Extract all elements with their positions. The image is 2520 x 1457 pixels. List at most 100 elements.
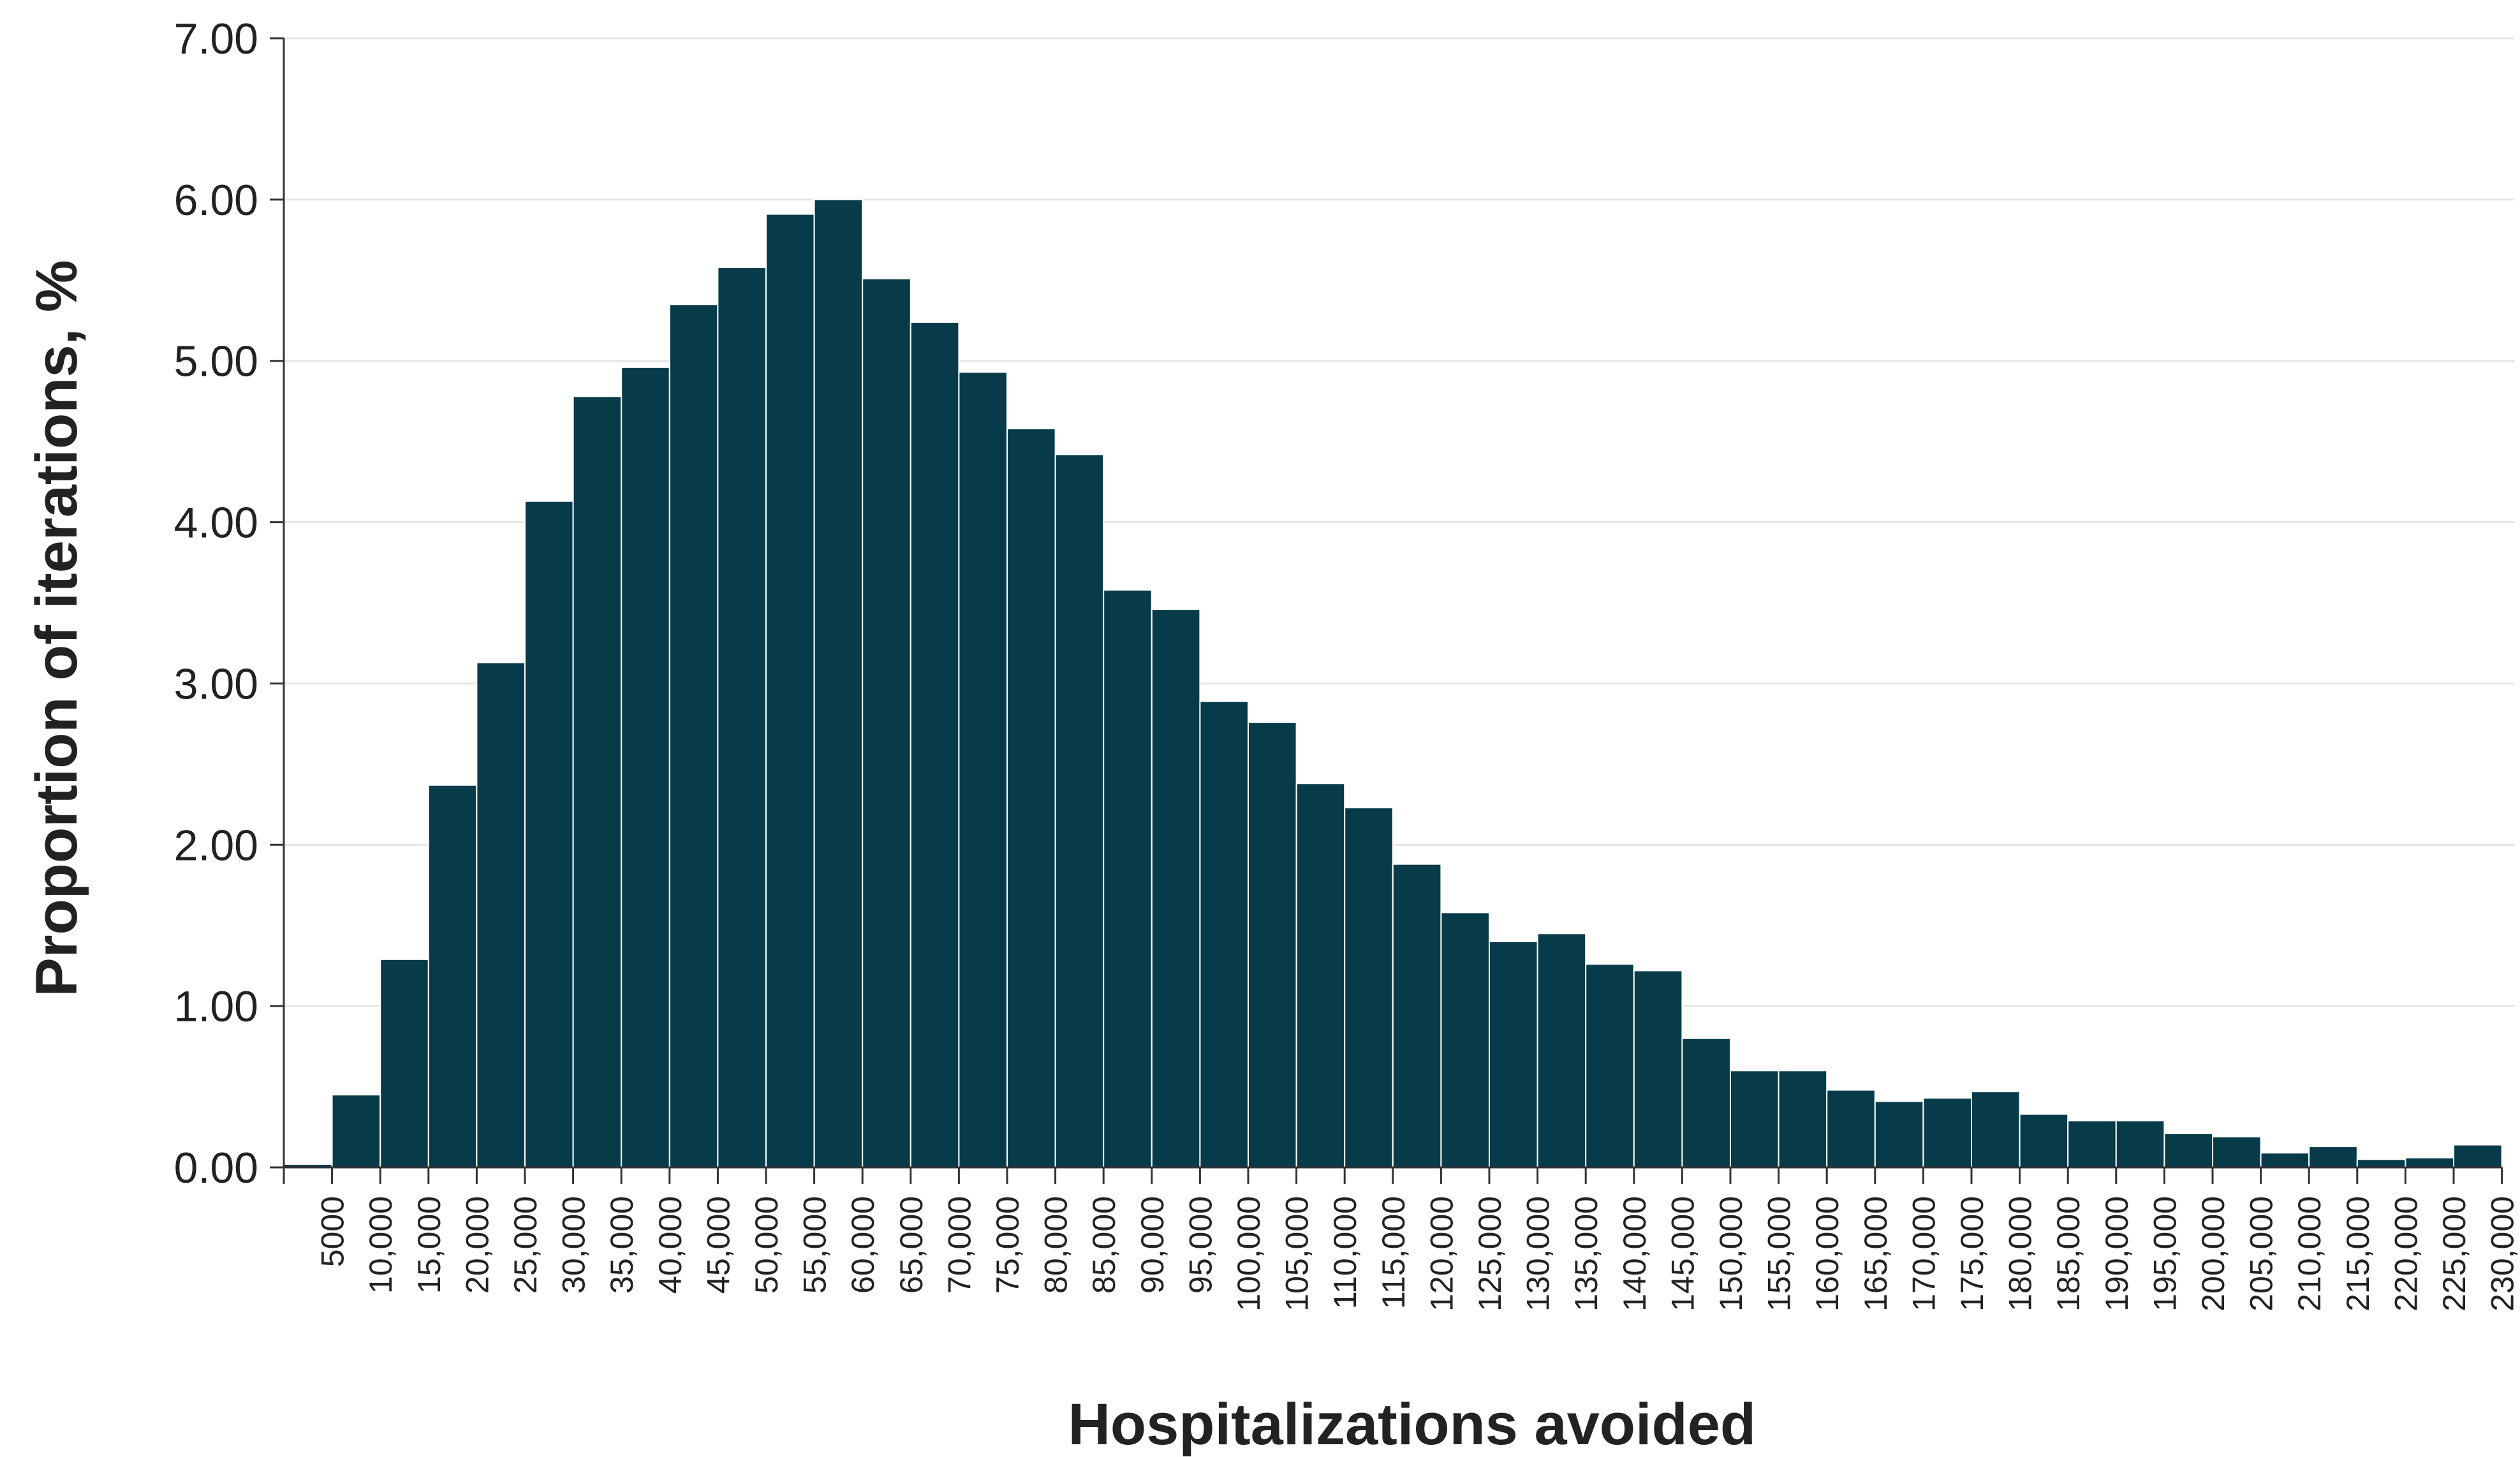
bar — [427, 784, 478, 1168]
bar — [1392, 863, 1442, 1168]
bar — [765, 213, 815, 1169]
x-tick-label: 90,000 — [1135, 1196, 1170, 1294]
bar — [1971, 1091, 2021, 1168]
bars — [283, 198, 2503, 1169]
x-tick-label: 60,000 — [845, 1196, 881, 1294]
bar — [1778, 1070, 1828, 1169]
x-tick-label: 125,000 — [1472, 1196, 1508, 1312]
bar — [2405, 1157, 2454, 1169]
x-tick-label: 155,000 — [1762, 1196, 1797, 1312]
bar — [1440, 912, 1490, 1168]
x-tick-label: 65,000 — [894, 1196, 929, 1294]
x-tick-label: 110,000 — [1327, 1196, 1363, 1309]
bar — [1489, 941, 1538, 1168]
bar — [1344, 807, 1394, 1168]
bar — [1248, 721, 1297, 1168]
x-tick-label: 85,000 — [1086, 1196, 1122, 1294]
y-tick-label: 3.00 — [174, 660, 258, 708]
x-tick-label: 175,000 — [1954, 1196, 1990, 1312]
x-tick-label: 115,000 — [1376, 1196, 1411, 1309]
x-tick-label: 95,000 — [1183, 1196, 1218, 1294]
bar — [2212, 1135, 2262, 1169]
x-tick-label: 180,000 — [2003, 1196, 2038, 1312]
bar — [1633, 970, 1683, 1168]
x-tick-label: 5000 — [315, 1196, 351, 1267]
x-tick-label: 170,000 — [1906, 1196, 1942, 1312]
bar — [1826, 1089, 1876, 1168]
x-axis-ticks: 5000 10,000 15,000 20,000 25,000 30,000 35,000… — [283, 1167, 2520, 1312]
x-tick-label: 55,000 — [797, 1196, 833, 1294]
bar — [379, 958, 429, 1169]
bar — [2019, 1113, 2069, 1168]
x-tick-label: 30,000 — [556, 1196, 592, 1294]
bar — [862, 277, 911, 1168]
y-tick-label: 0.00 — [174, 1144, 258, 1192]
x-tick-label: 80,000 — [1038, 1196, 1074, 1294]
bar — [2163, 1132, 2213, 1169]
bar — [1006, 427, 1056, 1168]
bar — [1585, 963, 1635, 1169]
x-tick-label: 200,000 — [2195, 1196, 2231, 1312]
x-tick-label: 190,000 — [2099, 1196, 2135, 1312]
bar — [2067, 1120, 2117, 1168]
bar — [958, 371, 1008, 1168]
x-tick-label: 50,000 — [749, 1196, 785, 1294]
x-tick-label: 150,000 — [1713, 1196, 1749, 1312]
x-tick-label: 105,000 — [1279, 1196, 1315, 1312]
x-tick-label: 195,000 — [2147, 1196, 2183, 1312]
x-tick-label: 20,000 — [459, 1196, 495, 1294]
bar — [1922, 1097, 1972, 1169]
x-tick-label: 120,000 — [1424, 1196, 1459, 1312]
x-tick-label: 100,000 — [1231, 1196, 1267, 1312]
x-tick-label: 135,000 — [1568, 1196, 1604, 1312]
x-tick-label: 220,000 — [2388, 1196, 2424, 1312]
x-tick-label: 35,000 — [604, 1196, 640, 1294]
bar — [524, 500, 574, 1169]
bar — [331, 1094, 381, 1168]
x-tick-label: 185,000 — [2051, 1196, 2086, 1312]
bar — [813, 198, 864, 1168]
bar — [1199, 700, 1249, 1168]
bar — [2115, 1120, 2165, 1168]
bar — [1536, 933, 1587, 1169]
bar — [572, 396, 623, 1168]
y-tick-label: 6.00 — [174, 176, 258, 225]
x-tick-label: 25,000 — [508, 1196, 543, 1294]
y-tick-label: 2.00 — [174, 821, 258, 869]
bar — [910, 322, 960, 1168]
y-tick-label: 5.00 — [174, 337, 258, 386]
bar — [2356, 1158, 2406, 1169]
bar — [1874, 1100, 1924, 1169]
x-tick-label: 215,000 — [2340, 1196, 2376, 1312]
x-tick-label: 40,000 — [652, 1196, 688, 1294]
y-tick-label: 7.00 — [174, 15, 258, 63]
x-tick-label: 210,000 — [2292, 1196, 2327, 1312]
bar — [2308, 1146, 2358, 1168]
x-tick-label: 70,000 — [941, 1196, 977, 1294]
bar — [621, 366, 670, 1168]
bar — [476, 662, 526, 1168]
bar — [1295, 783, 1346, 1168]
x-tick-label: 15,000 — [411, 1196, 447, 1294]
bar — [1054, 454, 1105, 1168]
x-tick-label: 160,000 — [1809, 1196, 1845, 1312]
x-tick-label: 145,000 — [1665, 1196, 1700, 1312]
bar — [1681, 1037, 1731, 1168]
x-tick-label: 45,000 — [700, 1196, 736, 1294]
bar — [1730, 1070, 1779, 1169]
x-tick-label: 10,000 — [363, 1196, 399, 1294]
y-tick-label: 1.00 — [174, 982, 258, 1031]
x-tick-label: 75,000 — [990, 1196, 1026, 1294]
bar — [2453, 1144, 2503, 1168]
x-tick-label: 230,000 — [2485, 1196, 2520, 1312]
x-tick-label: 165,000 — [1858, 1196, 1894, 1312]
x-tick-label: 225,000 — [2436, 1196, 2472, 1312]
y-tick-label: 4.00 — [174, 499, 258, 547]
bar — [717, 267, 767, 1168]
y-axis-title: Proportion of iterations, % — [24, 260, 89, 996]
bar — [1151, 609, 1201, 1168]
bar — [668, 304, 719, 1169]
bar — [2260, 1152, 2310, 1168]
bar — [1103, 589, 1153, 1168]
